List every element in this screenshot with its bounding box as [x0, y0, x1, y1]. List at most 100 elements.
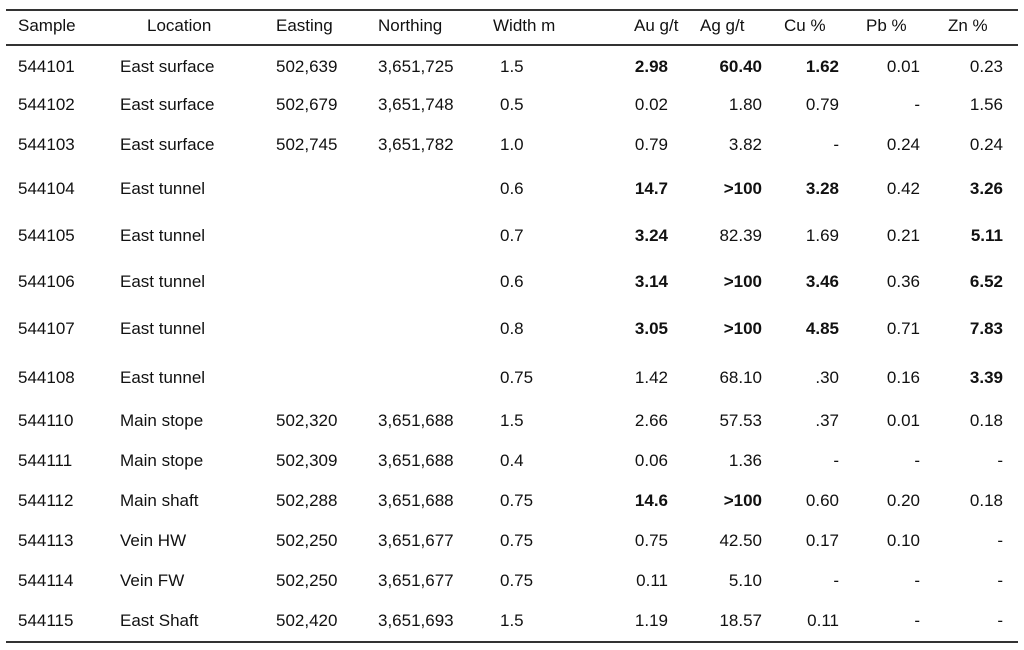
table-cell: 5.10 — [728, 571, 762, 590]
table-cell: 0.24 — [886, 135, 920, 154]
table-cell: 502,679 — [276, 95, 338, 114]
table-cell: 3.39 — [969, 368, 1003, 387]
table-cell: 544107 — [18, 319, 75, 338]
table-cell: - — [833, 135, 839, 154]
table-cell: 0.23 — [969, 57, 1003, 76]
table-cell: 0.6 — [500, 272, 524, 291]
table-cell: 3.28 — [805, 179, 839, 198]
table-cell: 0.71 — [886, 319, 920, 338]
table-cell: 14.7 — [634, 179, 668, 198]
table-cell: East surface — [120, 135, 215, 154]
column-header: Sample — [18, 16, 76, 35]
table-cell: .37 — [815, 411, 839, 430]
table-cell: 0.11 — [636, 571, 668, 590]
table-cell: 0.36 — [886, 272, 920, 291]
table-cell: 1.36 — [728, 451, 762, 470]
column-header: Ag g/t — [700, 16, 745, 35]
table-cell: 3.26 — [969, 179, 1003, 198]
table-cell: 0.75 — [500, 368, 534, 387]
column-header: Easting — [276, 16, 333, 35]
table-cell: 1.5 — [500, 611, 524, 630]
table-cell: 502,250 — [276, 531, 338, 550]
table-cell: 502,309 — [276, 451, 338, 470]
table-cell: 14.6 — [634, 491, 668, 510]
table-cell: 0.79 — [634, 135, 668, 154]
table-cell: 5.11 — [970, 226, 1003, 245]
table-cell: 57.53 — [719, 411, 762, 430]
table-cell: 60.40 — [719, 57, 762, 76]
table-cell: 1.80 — [728, 95, 762, 114]
table-cell: 544102 — [18, 95, 75, 114]
table-cell: East Shaft — [120, 611, 199, 630]
table-cell: East surface — [120, 57, 215, 76]
column-header: Northing — [378, 16, 443, 35]
table-bottom-rule — [6, 641, 1018, 643]
column-header: Au g/t — [634, 16, 679, 35]
table-cell: 502,420 — [276, 611, 338, 630]
table-cell: 1.5 — [500, 57, 524, 76]
table-cell: 544110 — [18, 411, 74, 430]
table-cell: 544103 — [18, 135, 75, 154]
table-cell: Main shaft — [120, 491, 199, 510]
table-cell: East tunnel — [120, 179, 206, 198]
table-cell: 0.75 — [500, 571, 534, 590]
table-cell: 0.75 — [634, 531, 668, 550]
table-cell: 502,745 — [276, 135, 338, 154]
table-cell: - — [997, 451, 1003, 470]
table-cell: East tunnel — [120, 226, 206, 245]
table-cell: 0.21 — [886, 226, 920, 245]
table-cell: - — [914, 451, 920, 470]
table-cell: 2.98 — [634, 57, 668, 76]
table-cell: 0.6 — [500, 179, 524, 198]
table-cell: 18.57 — [719, 611, 762, 630]
table-cell: 3,651,688 — [378, 451, 454, 470]
table-cell: 6.52 — [969, 272, 1003, 291]
table-cell: 82.39 — [719, 226, 762, 245]
column-header: Width m — [493, 16, 556, 35]
table-cell: >100 — [723, 319, 762, 338]
table-cell: 0.01 — [886, 57, 920, 76]
table-cell: Main stope — [120, 451, 204, 470]
table-cell: 1.42 — [634, 368, 668, 387]
table-cell: >100 — [723, 491, 762, 510]
table-cell: 0.16 — [886, 368, 920, 387]
header-rule — [6, 44, 1018, 46]
table-cell: 3,651,748 — [378, 95, 454, 114]
table-cell: 1.62 — [805, 57, 839, 76]
table-cell: >100 — [723, 272, 762, 291]
table-cell: 544108 — [18, 368, 75, 387]
table-cell: 2.66 — [634, 411, 668, 430]
table-cell: 0.11 — [807, 611, 839, 630]
table-cell: 0.17 — [805, 531, 839, 550]
table-cell: 0.18 — [969, 491, 1003, 510]
table-cell: - — [997, 531, 1003, 550]
table-cell: 0.79 — [805, 95, 839, 114]
table-cell: East tunnel — [120, 272, 206, 291]
table-cell: - — [914, 571, 920, 590]
table-cell: 42.50 — [719, 531, 762, 550]
table-cell: - — [997, 611, 1003, 630]
table-cell: 3.24 — [634, 226, 668, 245]
table-cell: 3,651,677 — [378, 571, 454, 590]
column-header: Pb % — [866, 16, 907, 35]
column-header: Cu % — [784, 16, 826, 35]
table-cell: 0.06 — [634, 451, 668, 470]
table-cell: 544113 — [18, 531, 74, 550]
table-cell: 544115 — [18, 611, 74, 630]
table-cell: 544112 — [18, 491, 74, 510]
table-cell: 1.5 — [500, 411, 524, 430]
table-cell: 544114 — [18, 571, 74, 590]
table-top-rule — [6, 9, 1018, 11]
table-cell: 3,651,782 — [378, 135, 454, 154]
table-cell: 1.19 — [634, 611, 668, 630]
table-cell: 502,288 — [276, 491, 338, 510]
table-cell: 3,651,725 — [378, 57, 454, 76]
table-cell: East surface — [120, 95, 215, 114]
table-cell: 3,651,688 — [378, 411, 454, 430]
table-cell: 4.85 — [805, 319, 839, 338]
table-cell: 544104 — [18, 179, 75, 198]
table-cell: 0.20 — [886, 491, 920, 510]
table-cell: 0.75 — [500, 491, 534, 510]
table-cell: East tunnel — [120, 368, 206, 387]
